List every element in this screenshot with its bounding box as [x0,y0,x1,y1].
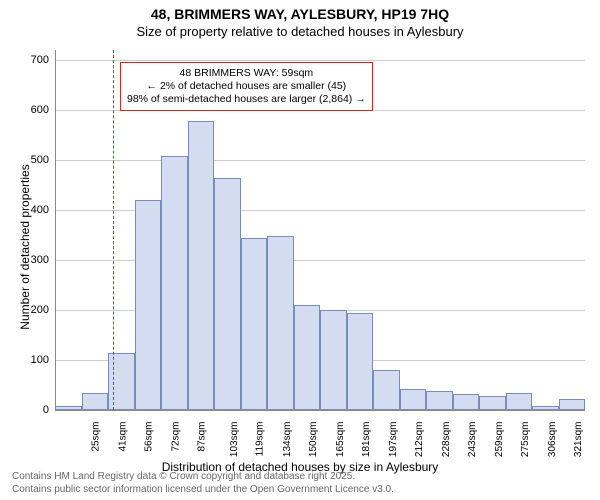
x-tick-label: 25sqm [91,422,102,452]
x-axis-line [55,410,585,411]
x-tick-label: 243sqm [467,422,478,458]
bar [400,389,427,410]
y-tick-label: 700 [31,54,49,66]
footer-line-1: Contains HM Land Registry data © Crown c… [12,471,394,484]
x-tick-label: 259sqm [494,422,505,458]
annotation-line: ← 2% of detached houses are smaller (45) [127,80,366,93]
bar [161,156,188,410]
bar [188,121,215,410]
x-tick-label: 321sqm [573,422,584,458]
x-tick-label: 212sqm [414,422,425,458]
grid-line [55,60,585,61]
x-tick-label: 306sqm [547,422,558,458]
x-tick-label: 72sqm [170,422,181,452]
y-tick-label: 300 [31,254,49,266]
bar [82,393,109,411]
chart-subtitle: Size of property relative to detached ho… [0,22,600,39]
x-tick-label: 181sqm [361,422,372,458]
bar [347,313,374,411]
x-tick-label: 56sqm [144,422,155,452]
y-tick-label: 600 [31,104,49,116]
annotation-line: 48 BRIMMERS WAY: 59sqm [127,67,366,80]
bar [506,393,533,411]
annotation-line: 98% of semi-detached houses are larger (… [127,93,366,106]
bar [479,396,506,410]
y-tick-label: 500 [31,154,49,166]
bar [294,305,321,410]
bar [453,394,480,410]
chart-container: 48, BRIMMERS WAY, AYLESBURY, HP19 7HQ Si… [0,0,600,500]
y-tick-label: 0 [43,404,49,416]
x-tick-label: 119sqm [255,422,266,457]
x-tick-label: 134sqm [282,422,293,458]
x-tick-label: 165sqm [335,422,346,458]
bar [426,391,453,410]
y-axis-label: Number of detached properties [18,147,32,347]
bar [108,353,135,411]
x-tick-label: 87sqm [197,422,208,452]
chart-title: 48, BRIMMERS WAY, AYLESBURY, HP19 7HQ [0,0,600,22]
y-tick-label: 400 [31,204,49,216]
y-axis-line [55,50,56,410]
bar [214,178,241,411]
bar [373,370,400,410]
bar [267,236,294,410]
x-tick-label: 150sqm [308,422,319,458]
annotation-box: 48 BRIMMERS WAY: 59sqm← 2% of detached h… [120,62,373,111]
bar [135,200,162,410]
x-tick-label: 103sqm [229,422,240,458]
bar [320,310,347,410]
grid-line [55,160,585,161]
bar [241,238,268,410]
footer-line-2: Contains public sector information licen… [12,484,394,497]
reference-line [113,50,114,410]
x-tick-label: 41sqm [117,422,128,452]
y-tick-label: 200 [31,304,49,316]
bar [559,399,586,410]
x-tick-label: 228sqm [441,422,452,458]
x-tick-label: 275sqm [520,422,531,458]
footer-attribution: Contains HM Land Registry data © Crown c… [12,471,394,496]
y-tick-label: 100 [31,354,49,366]
x-tick-label: 197sqm [388,422,399,458]
